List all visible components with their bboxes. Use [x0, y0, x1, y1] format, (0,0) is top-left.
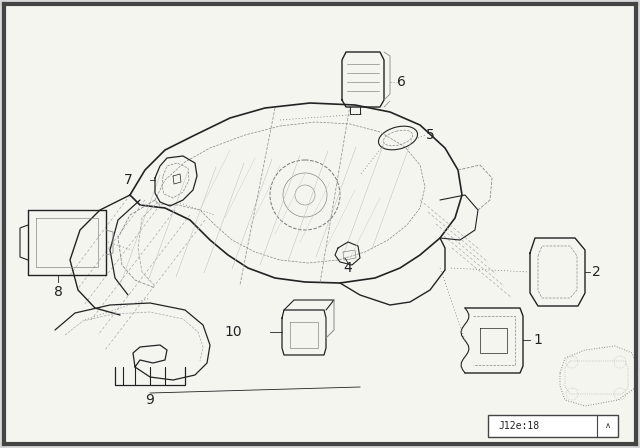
FancyBboxPatch shape	[4, 4, 636, 444]
Text: 8: 8	[54, 285, 63, 299]
Text: 1: 1	[533, 333, 542, 347]
Text: 7: 7	[124, 173, 133, 187]
Text: 2: 2	[592, 265, 601, 279]
FancyBboxPatch shape	[488, 415, 618, 437]
Text: 5: 5	[426, 128, 435, 142]
Text: 4: 4	[344, 261, 353, 275]
Text: 6: 6	[397, 75, 406, 89]
Text: 9: 9	[145, 393, 154, 407]
Text: ∧: ∧	[605, 422, 611, 431]
Text: 10: 10	[225, 325, 242, 339]
Text: J12e:18: J12e:18	[498, 421, 539, 431]
